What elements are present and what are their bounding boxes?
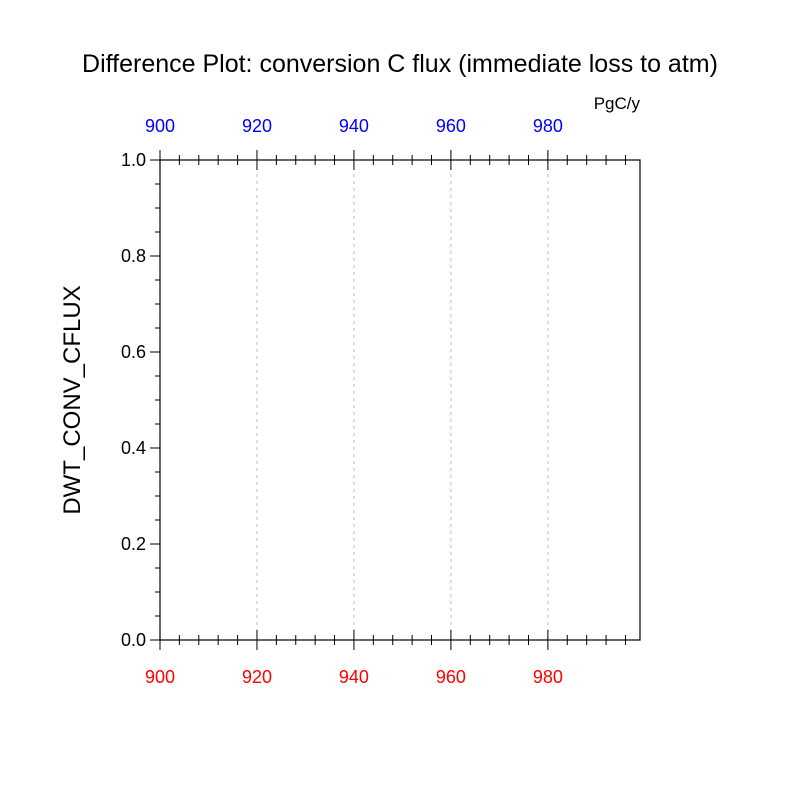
x-tick-label-bottom-940: 940 — [339, 667, 369, 687]
y-tick-label-0.0: 0.0 — [121, 630, 146, 650]
y-tick-label-0.4: 0.4 — [121, 438, 146, 458]
x-tick-label-bottom-900: 900 — [145, 667, 175, 687]
x-tick-label-top-960: 960 — [436, 116, 466, 136]
y-axis-label: DWT_CONV_CFLUX — [59, 285, 86, 514]
x-tick-label-bottom-980: 980 — [533, 667, 563, 687]
x-tick-label-top-940: 940 — [339, 116, 369, 136]
y-tick-label-0.2: 0.2 — [121, 534, 146, 554]
x-tick-label-top-900: 900 — [145, 116, 175, 136]
axis-ticks — [150, 150, 626, 650]
grid-lines — [256, 160, 549, 640]
x-tick-label-bottom-920: 920 — [242, 667, 272, 687]
x-tick-label-top-920: 920 — [242, 116, 272, 136]
x-tick-label-bottom-960: 960 — [436, 667, 466, 687]
units-label: PgC/y — [594, 94, 641, 113]
y-tick-label-0.6: 0.6 — [121, 342, 146, 362]
x-tick-label-top-980: 980 — [533, 116, 563, 136]
tick-labels: 900 920 940 960 980 900 920 940 960 980 0.0 0.2 0.4 0… — [121, 116, 563, 687]
y-tick-label-1.0: 1.0 — [121, 150, 146, 170]
y-tick-label-0.8: 0.8 — [121, 246, 146, 266]
plot-frame — [159, 159, 641, 641]
chart-title: Difference Plot: conversion C flux (imme… — [82, 50, 718, 78]
